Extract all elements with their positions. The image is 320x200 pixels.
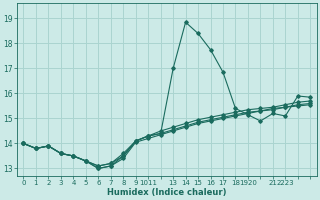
- X-axis label: Humidex (Indice chaleur): Humidex (Indice chaleur): [107, 188, 227, 197]
